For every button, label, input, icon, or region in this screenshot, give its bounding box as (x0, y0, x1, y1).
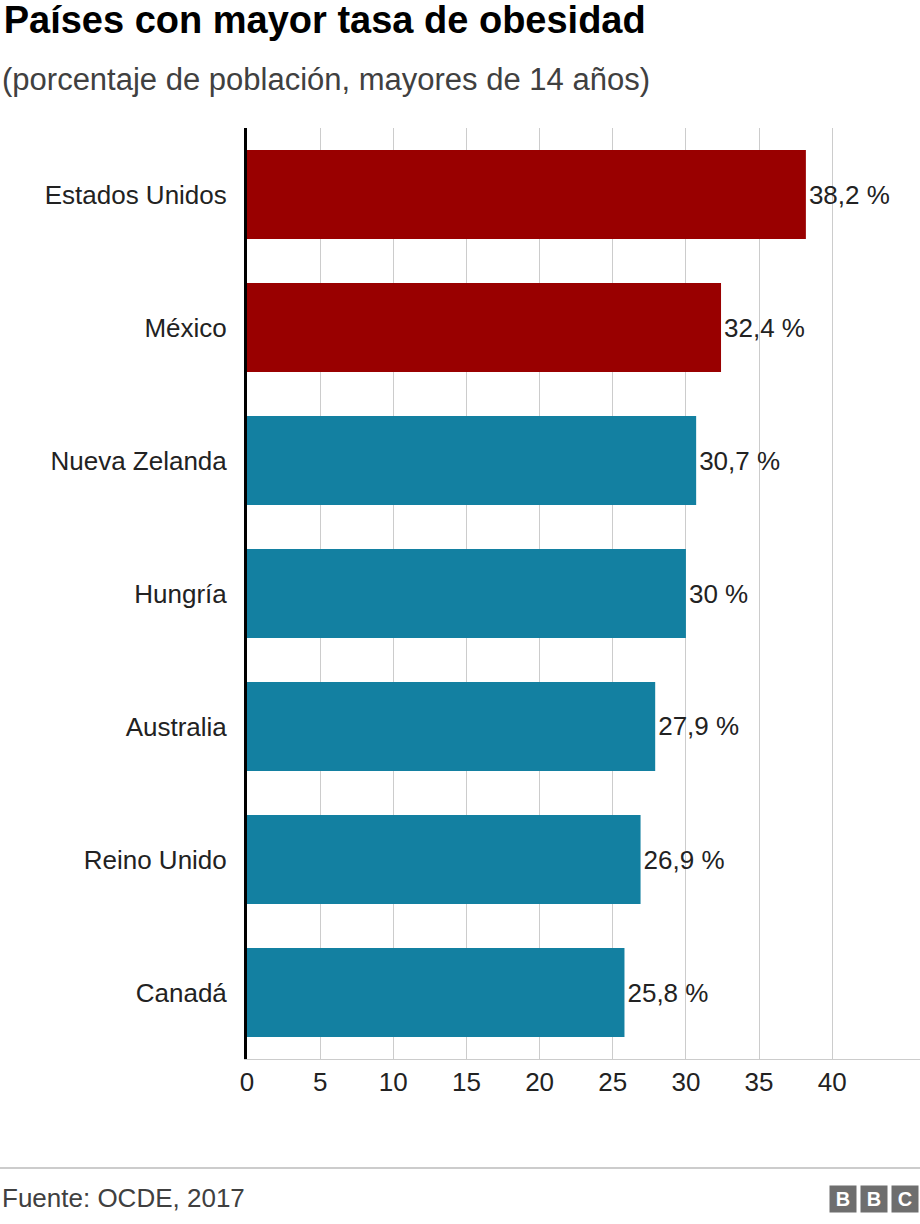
svg-text:10: 10 (379, 1067, 408, 1097)
svg-text:B: B (836, 1188, 850, 1210)
svg-text:Reino Unido: Reino Unido (84, 845, 227, 875)
svg-text:0: 0 (240, 1067, 254, 1097)
svg-text:B: B (867, 1188, 881, 1210)
svg-text:Australia: Australia (126, 712, 228, 742)
svg-text:30,7 %: 30,7 % (699, 446, 780, 476)
svg-text:Hungría: Hungría (134, 579, 227, 609)
svg-text:Nueva Zelanda: Nueva Zelanda (50, 446, 227, 476)
svg-text:México: México (144, 313, 226, 343)
svg-text:Países con mayor tasa de obesi: Países con mayor tasa de obesidad (4, 0, 646, 41)
svg-text:27,9 %: 27,9 % (658, 711, 739, 741)
svg-text:C: C (898, 1188, 912, 1210)
svg-text:5: 5 (313, 1067, 327, 1097)
svg-text:15: 15 (452, 1067, 481, 1097)
svg-text:38,2 %: 38,2 % (809, 180, 890, 210)
svg-text:35: 35 (745, 1067, 774, 1097)
svg-text:30 %: 30 % (689, 579, 748, 609)
svg-text:Fuente: OCDE, 2017: Fuente: OCDE, 2017 (2, 1183, 245, 1213)
svg-text:40: 40 (818, 1067, 847, 1097)
svg-text:25,8 %: 25,8 % (627, 978, 708, 1008)
svg-text:(porcentaje de población, mayo: (porcentaje de población, mayores de 14 … (2, 62, 650, 97)
svg-text:32,4 %: 32,4 % (724, 313, 805, 343)
svg-text:20: 20 (525, 1067, 554, 1097)
svg-text:25: 25 (598, 1067, 627, 1097)
svg-text:Estados Unidos: Estados Unidos (45, 180, 227, 210)
svg-text:26,9 %: 26,9 % (644, 845, 725, 875)
svg-text:Canadá: Canadá (136, 978, 228, 1008)
svg-text:30: 30 (671, 1067, 700, 1097)
